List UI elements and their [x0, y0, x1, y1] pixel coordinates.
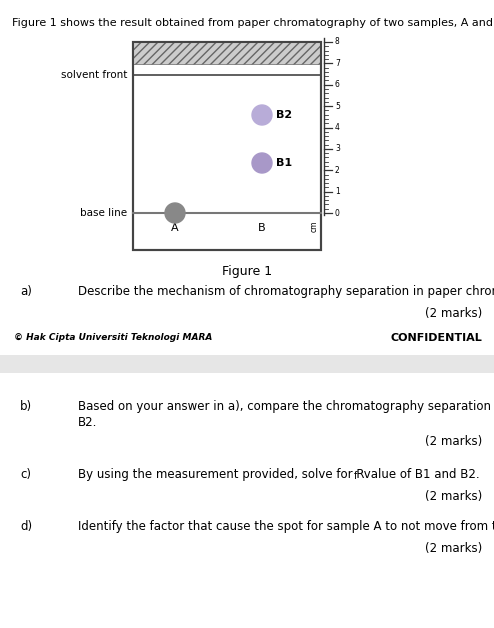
- Bar: [133, 42, 321, 250]
- Text: (2 marks): (2 marks): [425, 542, 482, 555]
- Text: solvent front: solvent front: [61, 70, 127, 80]
- Text: cm: cm: [310, 221, 319, 232]
- Text: B2.: B2.: [78, 416, 97, 429]
- Bar: [0, 355, 494, 373]
- Text: c): c): [20, 468, 31, 481]
- Text: 7: 7: [335, 59, 340, 68]
- Text: value of B1 and B2.: value of B1 and B2.: [360, 468, 480, 481]
- Text: B2: B2: [276, 110, 292, 120]
- Circle shape: [252, 153, 272, 173]
- Text: 5: 5: [335, 102, 340, 111]
- Circle shape: [165, 203, 185, 223]
- Text: (2 marks): (2 marks): [425, 490, 482, 503]
- Text: By using the measurement provided, solve for R: By using the measurement provided, solve…: [78, 468, 365, 481]
- Text: © Hak Cipta Universiti Teknologi MARA: © Hak Cipta Universiti Teknologi MARA: [14, 333, 212, 342]
- Text: d): d): [20, 520, 32, 533]
- Text: f: f: [354, 471, 357, 481]
- Text: 2: 2: [335, 166, 340, 175]
- Text: 1: 1: [335, 187, 340, 196]
- Text: b): b): [20, 400, 32, 413]
- Text: B: B: [258, 223, 266, 233]
- Text: 6: 6: [335, 80, 340, 89]
- Text: 3: 3: [335, 144, 340, 153]
- Text: Figure 1: Figure 1: [222, 265, 272, 278]
- Text: A: A: [171, 223, 179, 233]
- Text: B1: B1: [276, 158, 292, 168]
- Text: 4: 4: [335, 123, 340, 132]
- Text: Describe the mechanism of chromatography separation in paper chromatography.: Describe the mechanism of chromatography…: [78, 285, 494, 298]
- Text: (2 marks): (2 marks): [425, 307, 482, 320]
- Text: Based on your answer in a), compare the chromatography separation between B1 and: Based on your answer in a), compare the …: [78, 400, 494, 413]
- Text: base line: base line: [80, 208, 127, 218]
- Text: Identify the factor that cause the spot for sample A to not move from the base l: Identify the factor that cause the spot …: [78, 520, 494, 533]
- Text: 0: 0: [335, 208, 340, 217]
- Text: (2 marks): (2 marks): [425, 435, 482, 448]
- Bar: [133, 42, 321, 250]
- Bar: [133, 42, 321, 64]
- Text: 8: 8: [335, 38, 340, 46]
- Circle shape: [252, 105, 272, 125]
- Text: CONFIDENTIAL: CONFIDENTIAL: [390, 333, 482, 343]
- Text: Figure 1 shows the result obtained from paper chromatography of two samples, A a: Figure 1 shows the result obtained from …: [12, 18, 494, 28]
- Text: a): a): [20, 285, 32, 298]
